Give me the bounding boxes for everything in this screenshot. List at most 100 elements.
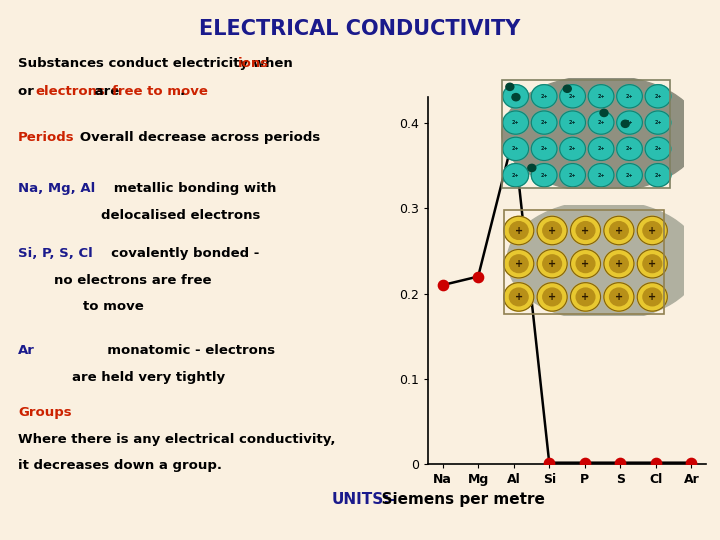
Circle shape (645, 85, 671, 108)
Circle shape (537, 216, 567, 245)
Circle shape (570, 249, 600, 278)
Text: 2+: 2+ (512, 173, 519, 178)
Text: 2+: 2+ (654, 94, 662, 99)
Circle shape (503, 85, 528, 108)
Text: 2+: 2+ (626, 173, 634, 178)
Ellipse shape (502, 76, 701, 192)
Circle shape (531, 164, 557, 187)
Point (437, 281, 449, 289)
Circle shape (643, 255, 662, 273)
Text: ELECTRICAL CONDUCTIVITY: ELECTRICAL CONDUCTIVITY (199, 19, 521, 39)
Circle shape (643, 288, 662, 306)
Text: to move: to move (83, 300, 143, 313)
Text: 2+: 2+ (626, 94, 634, 99)
Text: +: + (548, 226, 557, 235)
Circle shape (559, 164, 585, 187)
Text: Overall decrease across periods: Overall decrease across periods (66, 131, 320, 144)
Point (615, 458, 626, 467)
Text: 2+: 2+ (512, 120, 519, 125)
Circle shape (621, 120, 629, 127)
Circle shape (504, 216, 534, 245)
Circle shape (559, 111, 585, 134)
Text: monatomic - electrons: monatomic - electrons (61, 344, 275, 357)
Circle shape (504, 283, 534, 311)
Circle shape (503, 164, 528, 187)
Circle shape (570, 216, 600, 245)
Circle shape (604, 283, 634, 311)
Text: Na, Mg, Al: Na, Mg, Al (18, 182, 95, 195)
Text: +: + (515, 259, 523, 269)
Circle shape (645, 111, 671, 134)
Circle shape (617, 85, 642, 108)
Circle shape (588, 164, 614, 187)
Point (472, 272, 484, 281)
Circle shape (576, 221, 595, 239)
Point (544, 458, 555, 467)
Point (579, 458, 590, 467)
Circle shape (537, 283, 567, 311)
Circle shape (588, 111, 614, 134)
Circle shape (543, 221, 562, 239)
Circle shape (563, 85, 571, 92)
Circle shape (576, 288, 595, 306)
Circle shape (637, 249, 667, 278)
Circle shape (559, 137, 585, 160)
Circle shape (510, 255, 528, 273)
Circle shape (604, 249, 634, 278)
Text: are: are (90, 85, 124, 98)
Circle shape (645, 137, 671, 160)
Text: are held very tightly: are held very tightly (72, 371, 225, 384)
Text: 2+: 2+ (541, 146, 548, 151)
Circle shape (610, 288, 629, 306)
Text: 2+: 2+ (541, 94, 548, 99)
Text: 2+: 2+ (598, 146, 605, 151)
Circle shape (570, 283, 600, 311)
Text: +: + (582, 259, 590, 269)
Circle shape (506, 83, 514, 90)
Point (685, 458, 697, 467)
Circle shape (643, 221, 662, 239)
Text: +: + (548, 259, 557, 269)
Circle shape (531, 137, 557, 160)
Text: 2+: 2+ (626, 146, 634, 151)
Ellipse shape (507, 200, 701, 321)
Circle shape (543, 288, 562, 306)
Text: 2+: 2+ (541, 120, 548, 125)
Text: +: + (548, 292, 557, 302)
Text: electrons: electrons (35, 85, 105, 98)
Circle shape (503, 111, 528, 134)
Text: 2+: 2+ (512, 94, 519, 99)
Text: +: + (515, 226, 523, 235)
Text: +: + (615, 259, 623, 269)
Text: Where there is any electrical conductivity,: Where there is any electrical conductivi… (18, 433, 336, 446)
Text: metallic bonding with: metallic bonding with (86, 182, 276, 195)
Point (650, 458, 662, 467)
Text: Substances conduct electricity when: Substances conduct electricity when (18, 57, 297, 70)
Text: 2+: 2+ (569, 120, 577, 125)
Text: 2+: 2+ (569, 94, 577, 99)
Text: +: + (615, 226, 623, 235)
Text: 2+: 2+ (626, 120, 634, 125)
Text: Siemens per metre: Siemens per metre (371, 492, 544, 507)
Circle shape (576, 255, 595, 273)
Text: 2+: 2+ (654, 120, 662, 125)
Circle shape (528, 164, 536, 172)
Circle shape (610, 221, 629, 239)
Text: +: + (515, 292, 523, 302)
Text: Periods: Periods (18, 131, 75, 144)
Circle shape (537, 249, 567, 278)
Text: 2+: 2+ (541, 173, 548, 178)
Circle shape (531, 111, 557, 134)
Text: +: + (582, 292, 590, 302)
Text: 2+: 2+ (598, 120, 605, 125)
Circle shape (645, 164, 671, 187)
Text: Ar: Ar (18, 344, 35, 357)
Text: it decreases down a group.: it decreases down a group. (18, 459, 222, 472)
Text: 2+: 2+ (512, 146, 519, 151)
Text: .: . (179, 85, 184, 98)
Text: covalently bonded -: covalently bonded - (88, 247, 259, 260)
Circle shape (637, 216, 667, 245)
Circle shape (600, 109, 608, 117)
Circle shape (617, 111, 642, 134)
Text: 2+: 2+ (654, 173, 662, 178)
